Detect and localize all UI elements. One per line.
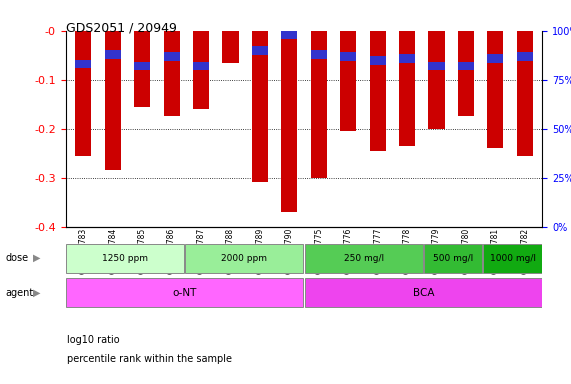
Bar [134,31,150,107]
Bar [186,243,303,273]
Bar [424,243,482,273]
Bar [517,31,533,156]
Text: log10 ratio: log10 ratio [67,335,120,345]
Text: GDS2051 / 20949: GDS2051 / 20949 [66,21,176,34]
Bar [104,50,121,59]
Text: percentile rank within the sample: percentile rank within the sample [67,354,232,364]
Text: 1000 mg/l: 1000 mg/l [490,254,536,263]
Bar [517,52,533,61]
Text: 250 mg/l: 250 mg/l [344,254,384,263]
Text: dose: dose [6,253,29,263]
Text: ▶: ▶ [33,253,41,263]
Bar [458,31,474,116]
Bar [252,31,268,182]
Bar [193,31,209,109]
Bar [163,52,180,61]
Bar [484,243,542,273]
Text: 500 mg/l: 500 mg/l [433,254,473,263]
Bar [305,243,423,273]
Bar [222,31,239,63]
Bar [311,50,327,59]
Text: 1250 ppm: 1250 ppm [102,254,148,263]
Bar [305,278,542,308]
Bar [369,56,386,65]
Bar [193,61,209,70]
Bar [340,52,356,61]
Bar [134,61,150,70]
Bar [428,61,445,70]
Bar [75,31,91,156]
Bar [428,31,445,129]
Bar [66,278,303,308]
Bar [487,31,504,148]
Bar [75,60,91,68]
Bar [163,31,180,116]
Bar [458,61,474,70]
Text: ▶: ▶ [33,288,41,298]
Bar [399,54,415,63]
Bar [487,54,504,63]
Bar [311,31,327,177]
Bar [282,30,297,39]
Bar [104,31,121,170]
Bar [66,243,184,273]
Bar [282,31,297,212]
Bar [369,31,386,151]
Bar [399,31,415,146]
Text: BCA: BCA [412,288,434,298]
Bar [252,46,268,55]
Text: agent: agent [6,288,34,298]
Text: o-NT: o-NT [172,288,197,298]
Text: 2000 ppm: 2000 ppm [222,254,267,263]
Bar [340,31,356,131]
